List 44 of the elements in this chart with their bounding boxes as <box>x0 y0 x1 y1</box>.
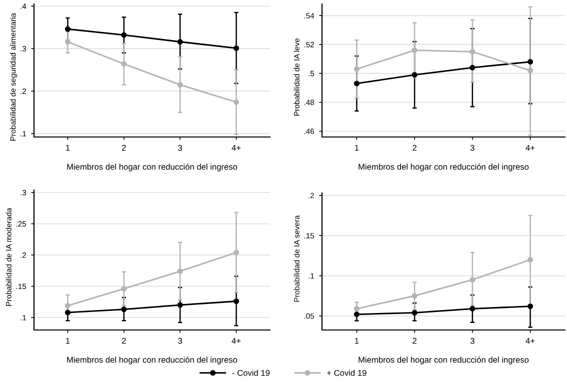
x-axis-title: Miembros del hogar con reducción del ingreso <box>67 164 238 172</box>
x-axis-title: Miembros del hogar con reducción del ingreso <box>67 356 238 364</box>
x-tick-label: 2 <box>412 338 416 344</box>
x-tick-label: 3 <box>470 338 474 344</box>
point <box>354 80 360 86</box>
x-tick-label: 4+ <box>232 144 241 151</box>
point <box>528 68 534 74</box>
x-tick-label: 4+ <box>526 144 535 151</box>
point <box>412 47 418 54</box>
x-tick-label: 4+ <box>232 338 241 344</box>
x-tick-label: 3 <box>470 144 474 151</box>
point <box>121 286 127 292</box>
point <box>234 99 240 105</box>
x-axis-title: Miembros del hogar con reducción del ingreso <box>358 164 529 172</box>
x-tick-label: 3 <box>178 338 182 344</box>
point <box>354 312 360 318</box>
point <box>177 268 183 274</box>
point <box>234 250 240 256</box>
x-tick-label: 1 <box>66 144 70 151</box>
x-tick-label: 1 <box>66 338 70 344</box>
point <box>470 64 476 70</box>
point <box>234 298 240 304</box>
x-tick-label: 1 <box>355 338 359 344</box>
x-tick-label: 1 <box>355 144 359 151</box>
x-axis-title: Miembros del hogar con reducción del ingreso <box>358 356 529 364</box>
point <box>412 293 418 299</box>
point <box>121 61 127 67</box>
x-tick-label: 4+ <box>526 338 535 344</box>
point <box>528 59 534 65</box>
point <box>177 39 183 45</box>
point <box>528 256 534 262</box>
point <box>470 48 476 54</box>
x-tick-label: 2 <box>412 144 416 151</box>
point <box>177 82 183 88</box>
legend-label: - Covid 19 <box>232 370 270 376</box>
x-tick-label: 2 <box>122 144 126 151</box>
point <box>177 302 183 308</box>
x-tick-label: 2 <box>122 338 126 344</box>
x-tick-label: 3 <box>178 144 182 151</box>
point <box>121 32 127 38</box>
point <box>354 66 360 72</box>
point <box>470 277 476 283</box>
point <box>234 45 240 51</box>
legend-label: + Covid 19 <box>327 370 366 376</box>
